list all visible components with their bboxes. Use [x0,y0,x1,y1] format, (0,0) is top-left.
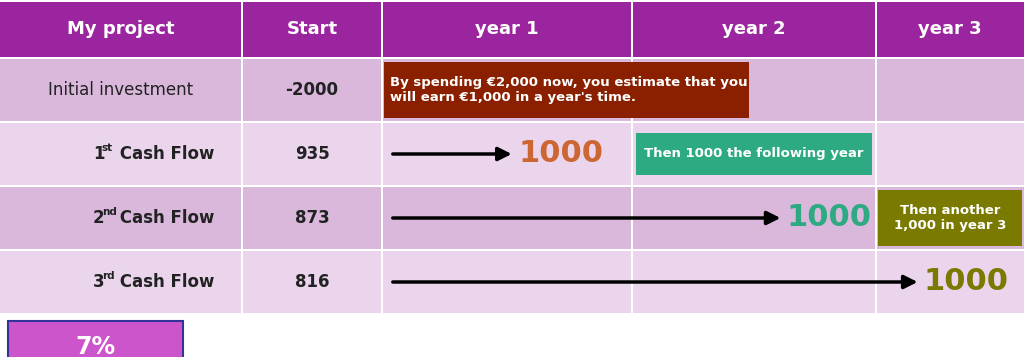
Bar [0,251,242,313]
Bar [636,133,872,175]
Bar [0,187,242,249]
Bar [382,187,632,249]
Bar [384,62,749,118]
Bar [631,0,633,315]
Text: st: st [102,143,113,153]
Bar [0,59,242,121]
Bar [381,0,383,315]
Bar [242,251,382,313]
Bar [8,321,183,357]
Text: -2000: -2000 [286,81,339,99]
Bar [382,2,632,57]
Text: Cash Flow: Cash Flow [114,209,214,227]
Text: Cash Flow: Cash Flow [114,145,214,163]
Bar [241,0,243,315]
Bar [242,59,382,121]
Text: 3: 3 [93,273,104,291]
Text: Then another
1,000 in year 3: Then another 1,000 in year 3 [894,204,1007,232]
Text: rd: rd [102,271,115,281]
Bar [876,123,1024,185]
Bar [242,187,382,249]
Text: 1: 1 [93,145,104,163]
Text: year 3: year 3 [919,20,982,39]
Bar [382,123,632,185]
Bar [242,2,382,57]
Text: nd: nd [102,207,117,217]
Text: My project: My project [68,20,175,39]
Text: 1000: 1000 [786,203,871,232]
Text: 1000: 1000 [924,267,1009,297]
Bar [632,187,876,249]
Bar [878,190,1022,246]
Text: Start: Start [287,20,338,39]
Text: Then 1000 the following year: Then 1000 the following year [644,147,864,161]
Bar [632,2,876,57]
Text: Cash Flow: Cash Flow [114,273,214,291]
Bar [632,251,876,313]
Bar [874,0,877,315]
Bar [876,251,1024,313]
Bar [632,123,876,185]
Bar [632,59,876,121]
Bar [242,123,382,185]
Bar [0,123,242,185]
Text: year 2: year 2 [722,20,785,39]
Bar [876,59,1024,121]
Text: 935: 935 [295,145,330,163]
Text: 873: 873 [295,209,330,227]
Text: 816: 816 [295,273,330,291]
Text: 2: 2 [93,209,104,227]
Bar [876,2,1024,57]
Bar [0,2,242,57]
Text: Initial investment: Initial investment [48,81,194,99]
Text: 7%: 7% [76,335,116,357]
Bar [382,251,632,313]
Text: year 1: year 1 [475,20,539,39]
Text: 1000: 1000 [518,140,603,169]
Bar [876,187,1024,249]
Text: By spending €2,000 now, you estimate that you
will earn €1,000 in a year's time.: By spending €2,000 now, you estimate tha… [390,76,748,104]
Bar [382,59,632,121]
